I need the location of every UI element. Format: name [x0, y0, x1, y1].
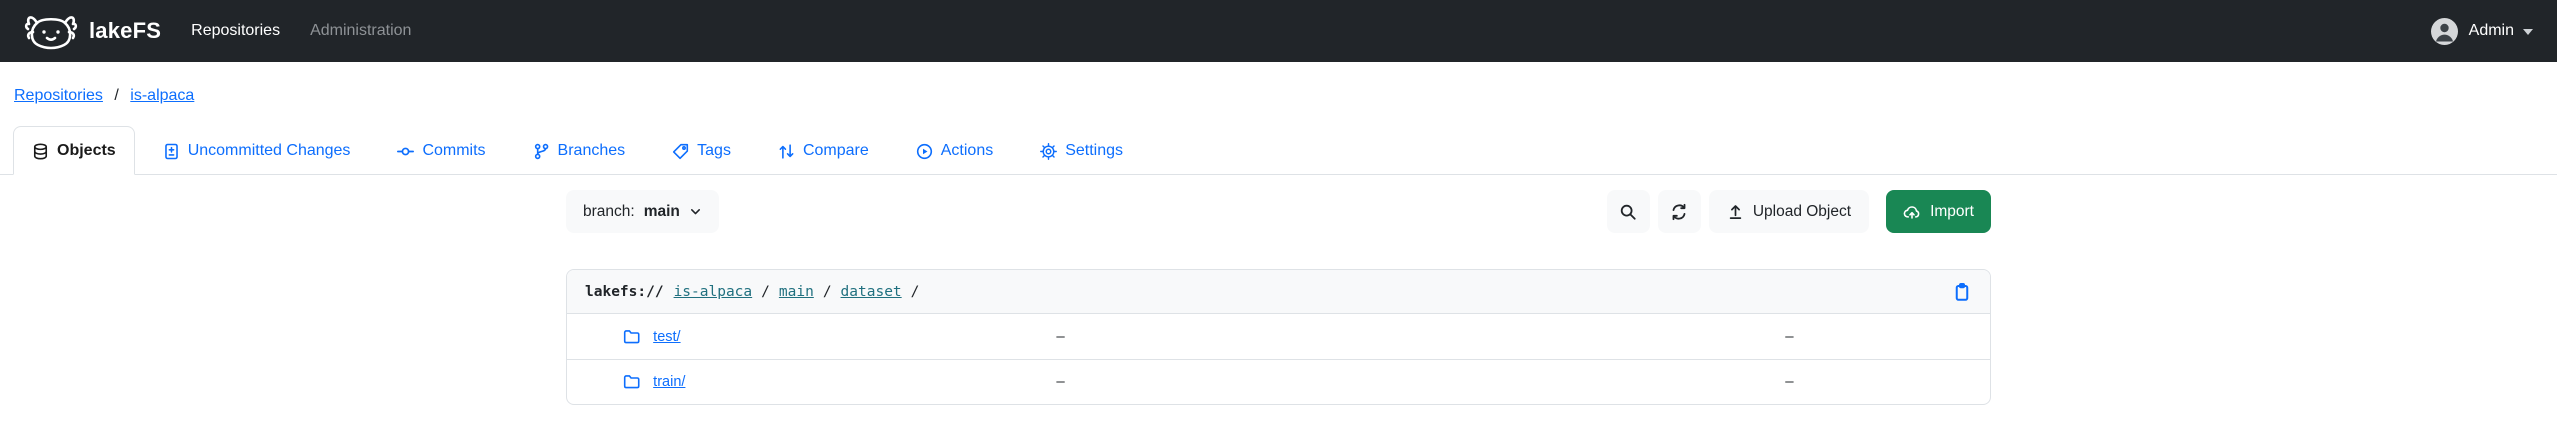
- tab-objects[interactable]: Objects: [13, 126, 135, 175]
- tab-actions[interactable]: Actions: [897, 126, 1012, 175]
- compare-icon: [778, 143, 795, 160]
- brand-name[interactable]: lakeFS: [89, 18, 162, 43]
- gear-icon: [1040, 142, 1058, 160]
- refresh-icon: [1670, 203, 1688, 221]
- modified-value: –: [1785, 373, 1794, 391]
- path-separator: /: [910, 283, 920, 300]
- branch-value: main: [643, 202, 680, 220]
- lakefs-brand[interactable]: lakeFS: [24, 10, 161, 52]
- branch-label: branch:: [583, 202, 635, 220]
- database-icon: [32, 142, 49, 160]
- tab-compare[interactable]: Compare: [759, 126, 888, 175]
- nav-item-repositories[interactable]: Repositories: [191, 22, 281, 39]
- upload-object-button[interactable]: Upload Object: [1708, 190, 1870, 233]
- tab-label: Compare: [802, 142, 869, 159]
- repo-tab-bar: Objects Uncommitted Changes Commits: [0, 126, 2557, 175]
- folder-icon: [623, 373, 640, 390]
- size-value: –: [1056, 373, 1065, 391]
- path-separator: /: [822, 283, 832, 300]
- object-name-cell: test/: [567, 314, 1056, 359]
- tab-branches[interactable]: Branches: [514, 126, 645, 175]
- search-button[interactable]: [1606, 190, 1650, 233]
- tab-label: Tags: [697, 142, 731, 159]
- commit-icon: [397, 143, 415, 160]
- user-avatar: [2430, 17, 2458, 45]
- path-repo-link[interactable]: is-alpaca: [673, 283, 753, 300]
- tab-settings[interactable]: Settings: [1021, 126, 1142, 175]
- tab-label: Actions: [940, 142, 994, 159]
- cloud-upload-icon: [1903, 203, 1921, 221]
- object-name-cell: train/: [567, 358, 1057, 404]
- objects-table: test/ – – train/ – –: [567, 314, 1990, 404]
- folder-icon: [623, 328, 640, 345]
- table-row: train/ – –: [567, 358, 1990, 404]
- breadcrumb-repo-link[interactable]: is-alpaca: [130, 87, 195, 104]
- user-name: Admin: [2468, 22, 2514, 39]
- uri-scheme: lakefs://: [585, 283, 664, 300]
- tab-label: Settings: [1065, 142, 1124, 159]
- object-link-test[interactable]: test/: [653, 328, 681, 345]
- breadcrumb-repositories-link[interactable]: Repositories: [14, 87, 103, 104]
- axolotl-logo-icon: [24, 10, 78, 52]
- clipboard-icon: [1952, 282, 1972, 302]
- top-navbar: lakeFS Repositories Administration Admin: [0, 0, 2557, 62]
- upload-icon: [1727, 203, 1744, 220]
- branch-selector[interactable]: branch: main: [566, 190, 719, 233]
- nav-item-administration[interactable]: Administration: [310, 22, 412, 39]
- refresh-button[interactable]: [1657, 190, 1701, 233]
- file-diff-icon: [163, 143, 180, 160]
- tab-tags[interactable]: Tags: [653, 126, 750, 175]
- tab-uncommitted-changes[interactable]: Uncommitted Changes: [144, 126, 370, 175]
- object-path-header: lakefs:// is-alpaca / main / dataset /: [567, 270, 1990, 314]
- object-browser-card: lakefs:// is-alpaca / main / dataset /: [566, 269, 1991, 405]
- breadcrumb-separator: /: [114, 87, 119, 104]
- table-row: test/ – –: [567, 314, 1990, 359]
- tab-label: Objects: [57, 142, 116, 159]
- chevron-down-icon: [689, 205, 702, 218]
- play-circle-icon: [916, 143, 933, 160]
- object-link-train[interactable]: train/: [653, 374, 686, 391]
- object-size-cell: –: [1056, 358, 1786, 404]
- toolbar-actions: Upload Object Import: [1606, 190, 1991, 233]
- path-ref-link[interactable]: main: [778, 283, 814, 300]
- breadcrumb: Repositories / is-alpaca: [14, 87, 2557, 105]
- search-icon: [1619, 203, 1637, 221]
- tab-commits[interactable]: Commits: [378, 126, 504, 175]
- tab-label: Branches: [557, 142, 626, 159]
- object-size-cell: –: [1056, 314, 1785, 359]
- import-label: Import: [1930, 202, 1974, 220]
- branch-icon: [533, 143, 550, 160]
- navbar-left: lakeFS Repositories Administration: [24, 10, 411, 52]
- path-dir-link[interactable]: dataset: [840, 283, 902, 300]
- object-modified-cell: –: [1785, 358, 1990, 404]
- tab-label: Commits: [422, 142, 486, 159]
- path-separator: /: [761, 283, 770, 300]
- upload-label: Upload Object: [1752, 202, 1852, 220]
- tab-label: Uncommitted Changes: [187, 142, 351, 159]
- caret-down-icon: [2523, 29, 2533, 35]
- user-menu[interactable]: Admin: [2430, 17, 2533, 45]
- objects-panel: branch: main: [566, 190, 1991, 405]
- object-modified-cell: –: [1785, 314, 1990, 359]
- lakefs-uri: lakefs:// is-alpaca / main / dataset /: [585, 284, 928, 300]
- modified-value: –: [1785, 327, 1794, 345]
- tag-icon: [672, 143, 689, 160]
- objects-toolbar: branch: main: [566, 190, 1991, 233]
- import-button[interactable]: Import: [1886, 190, 1991, 233]
- size-value: –: [1056, 327, 1065, 345]
- copy-uri-button[interactable]: [1952, 282, 1972, 302]
